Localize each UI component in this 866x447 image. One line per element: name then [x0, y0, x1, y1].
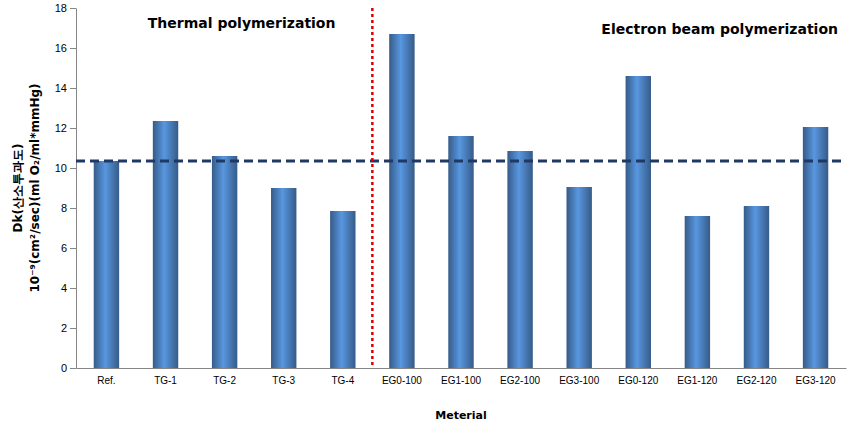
x-axis-line: [77, 368, 847, 369]
y-tick: 12: [55, 122, 76, 134]
bar: [389, 34, 414, 368]
group-separator: [371, 8, 374, 368]
y-tick-label: 18: [55, 2, 67, 14]
reference-line: [76, 160, 846, 163]
y-tick: 6: [61, 242, 76, 254]
y-tick-label: 10: [55, 162, 67, 174]
bar: [330, 211, 355, 368]
y-tick-label: 16: [55, 42, 67, 54]
y-tick-label: 4: [61, 282, 67, 294]
y-tick-mark: [70, 128, 76, 129]
x-tick: EG3-120: [796, 368, 836, 386]
y-tick-mark: [70, 328, 76, 329]
x-tick: EG2-120: [736, 368, 776, 386]
y-axis-title: Dk(산소투과도): [11, 144, 25, 233]
y-tick-mark: [70, 248, 76, 249]
y-tick-label: 12: [55, 122, 67, 134]
x-tick: EG0-100: [382, 368, 422, 386]
bar: [448, 136, 473, 368]
y-tick: 8: [61, 202, 76, 214]
y-tick: 18: [55, 2, 76, 14]
y-tick-mark: [70, 48, 76, 49]
x-tick-label: EG0-100: [382, 375, 422, 386]
x-tick-label: EG2-120: [736, 375, 776, 386]
bar: [212, 156, 237, 368]
bar: [566, 187, 591, 368]
x-tick-label: TG-2: [213, 375, 236, 386]
y-tick-label: 2: [61, 322, 67, 334]
y-tick: 2: [61, 322, 76, 334]
y-axis-title: 10⁻⁹(cm²/sec)(ml O₂/ml*mmHg): [28, 83, 42, 292]
y-tick: 0: [61, 362, 76, 374]
x-tick: EG3-100: [559, 368, 599, 386]
y-tick-mark: [70, 8, 76, 9]
y-tick: 16: [55, 42, 76, 54]
x-tick: EG0-120: [618, 368, 658, 386]
annotation: Thermal polymerization: [148, 15, 336, 31]
x-axis: Ref. TG-1 TG-2 TG-3 TG-4 EG0-100 EG1-100 EG2-10…: [77, 368, 847, 386]
y-axis-line: [76, 9, 77, 369]
y-tick-mark: [70, 168, 76, 169]
x-tick: TG-2: [213, 368, 236, 386]
y-tick-mark: [70, 88, 76, 89]
marks: [76, 34, 846, 368]
y-axis: 0 2 4 6 8 10 12 14 16 18: [55, 2, 77, 374]
y-tick-mark: [70, 368, 76, 369]
bar: [94, 161, 119, 368]
x-tick-label: TG-4: [331, 375, 354, 386]
y-tick-label: 6: [61, 242, 67, 254]
x-tick: Ref.: [97, 368, 115, 386]
x-tick-label: EG1-100: [441, 375, 481, 386]
x-tick-label: TG-3: [272, 375, 295, 386]
bar: [744, 206, 769, 368]
x-tick: EG1-100: [441, 368, 481, 386]
y-tick: 14: [55, 82, 76, 94]
bar: [803, 127, 828, 368]
x-tick-label: EG3-120: [796, 375, 836, 386]
chart: 0 2 4 6 8 10 12 14 16 18 Ref. TG-1 TG-2 TG-3 TG-4 EG0-1…: [0, 0, 866, 447]
x-tick-label: EG3-100: [559, 375, 599, 386]
annotation: Electron beam polymerization: [601, 21, 838, 37]
x-tick: EG2-100: [500, 368, 540, 386]
bar: [271, 188, 296, 368]
y-tick: 4: [61, 282, 76, 294]
y-tick-mark: [70, 288, 76, 289]
x-tick: TG-3: [272, 368, 295, 386]
y-tick-label: 0: [61, 362, 67, 374]
x-tick-label: EG1-120: [677, 375, 717, 386]
y-tick: 10: [55, 162, 76, 174]
x-tick-label: Ref.: [97, 375, 115, 386]
bar: [626, 76, 651, 368]
y-tick-label: 8: [61, 202, 67, 214]
x-axis-title: Meterial: [435, 409, 487, 422]
x-tick: TG-1: [154, 368, 177, 386]
x-tick-label: EG0-120: [618, 375, 658, 386]
x-tick: EG1-120: [677, 368, 717, 386]
y-tick-mark: [70, 208, 76, 209]
bar: [153, 121, 178, 368]
x-tick-label: TG-1: [154, 375, 177, 386]
bar: [685, 216, 710, 368]
plot: 0 2 4 6 8 10 12 14 16 18 Ref. TG-1 TG-2 TG-3 TG-4 EG0-1…: [55, 2, 847, 386]
bar: [507, 151, 532, 368]
x-tick: TG-4: [331, 368, 354, 386]
x-tick-label: EG2-100: [500, 375, 540, 386]
y-tick-label: 14: [55, 82, 67, 94]
